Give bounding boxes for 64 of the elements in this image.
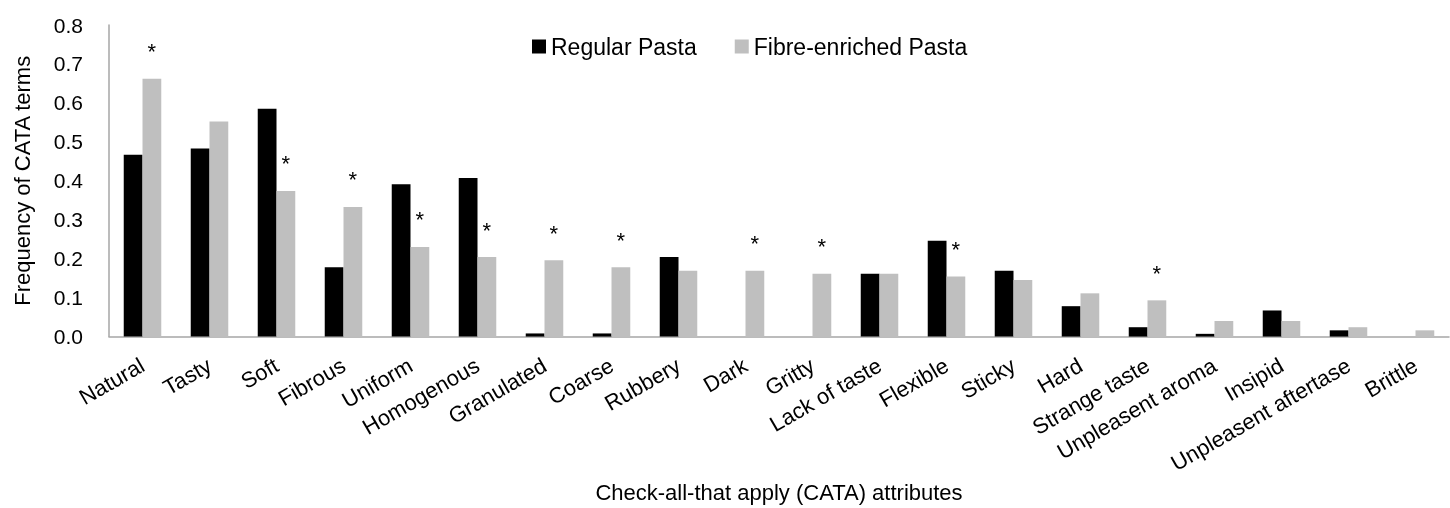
bar [410, 246, 430, 337]
bar [592, 333, 612, 337]
legend-label: Regular Pasta [551, 33, 697, 60]
bar [1128, 327, 1148, 337]
bar [659, 257, 679, 337]
y-tick-label: 0.1 [53, 286, 83, 310]
y-tick-label: 0.7 [53, 52, 83, 76]
y-tick-label: 0.8 [53, 13, 83, 37]
bar [525, 333, 545, 337]
bar [1329, 330, 1349, 337]
bar [879, 273, 899, 337]
bar [458, 178, 478, 337]
annotation: * [951, 237, 961, 263]
bar [1061, 306, 1081, 337]
x-tick-label: Dark [699, 352, 753, 398]
bar [812, 273, 832, 337]
bar [1281, 320, 1301, 337]
bar [1195, 333, 1215, 337]
annotation: * [482, 217, 492, 243]
bar [257, 108, 277, 337]
bar [343, 206, 363, 337]
bar [1147, 300, 1167, 337]
bar [946, 276, 966, 337]
bar [324, 267, 344, 337]
bar [678, 270, 698, 337]
bar [123, 154, 143, 337]
bar [1013, 280, 1033, 337]
annotation: * [281, 151, 291, 177]
bar [276, 190, 296, 337]
annotation: * [616, 227, 626, 253]
y-axis-title: Frequency of CATA terms [9, 55, 35, 306]
y-tick-label: 0.0 [53, 325, 83, 349]
bar [142, 78, 162, 337]
y-tick-label: 0.5 [53, 130, 83, 154]
annotation: * [415, 207, 425, 233]
annotation: * [750, 231, 760, 257]
annotation: * [147, 39, 157, 65]
x-tick-label: Brittle [1360, 352, 1422, 403]
annotation: * [549, 220, 559, 246]
bar [611, 267, 631, 337]
y-tick-label: 0.4 [53, 169, 84, 193]
y-tick-label: 0.6 [53, 91, 83, 115]
bar [994, 270, 1014, 337]
bar [544, 260, 564, 337]
x-axis-title: Check-all-that apply (CATA) attributes [595, 479, 963, 505]
annotation: * [1152, 260, 1162, 286]
bar [209, 121, 229, 337]
bar [1415, 330, 1435, 337]
bar [1080, 293, 1100, 337]
annotation: * [348, 167, 358, 193]
annotation: * [817, 234, 827, 260]
y-tick-label: 0.2 [53, 247, 83, 271]
bar [190, 148, 210, 337]
bar [391, 184, 411, 337]
bar [1262, 310, 1282, 337]
y-tick-label: 0.3 [53, 208, 83, 232]
bar [1348, 327, 1368, 337]
x-tick-label: Tasty [158, 352, 216, 401]
bar [1214, 320, 1234, 337]
legend-label: Fibre-enriched Pasta [753, 33, 968, 60]
bar [860, 273, 880, 337]
bar [927, 240, 947, 337]
bar [745, 270, 765, 337]
bar [477, 257, 497, 337]
